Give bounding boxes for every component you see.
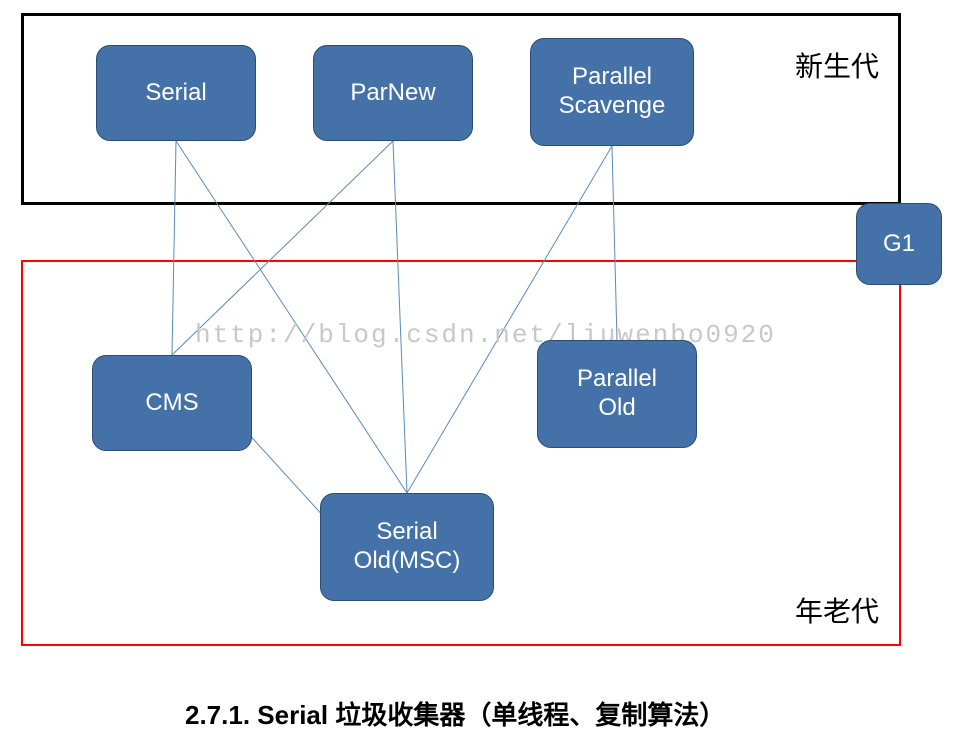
node-serial: Serial [96,45,256,141]
node-parold: ParallelOld [537,340,697,448]
section-caption: 2.7.1. Serial 垃圾收集器（单线程、复制算法） [185,695,725,732]
node-parnew: ParNew [313,45,473,141]
node-serialold: SerialOld(MSC) [320,493,494,601]
young-gen-label: 新生代 [795,45,879,85]
diagram-container: http://blog.csdn.net/liuwenbo0920 Serial… [0,0,971,739]
node-cms: CMS [92,355,252,451]
node-g1: G1 [856,203,942,285]
old-gen-label: 年老代 [795,590,879,630]
node-parscav: ParallelScavenge [530,38,694,146]
